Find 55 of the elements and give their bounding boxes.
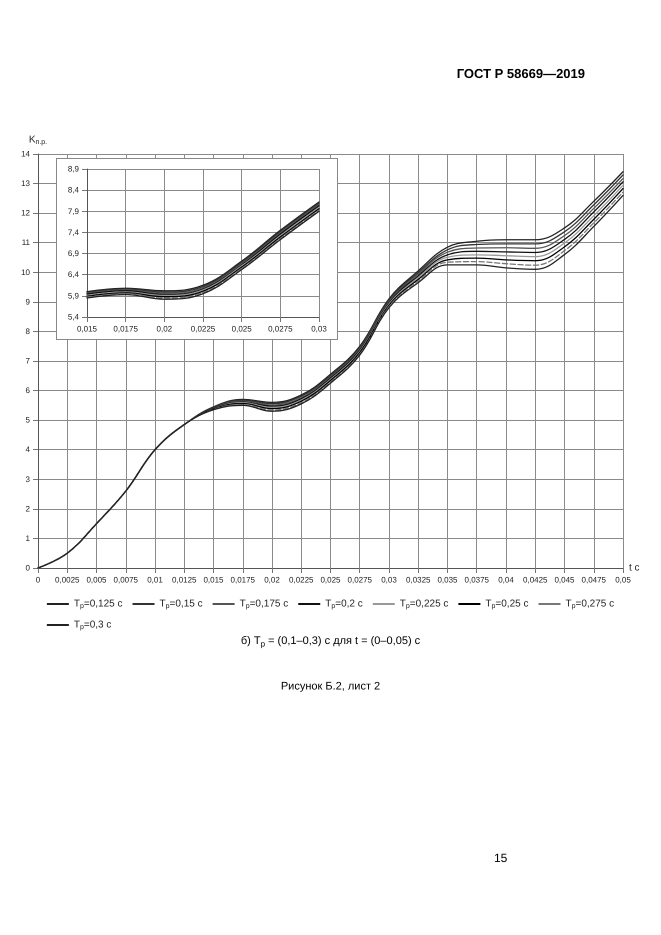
x-tick-label: 0,0375	[464, 576, 490, 584]
y-tick-label: 1	[26, 534, 31, 543]
text: Рисунок Б.2, лист 2	[280, 680, 380, 692]
y-tick-label: 5	[26, 416, 31, 425]
y-tick-label: 13	[21, 179, 31, 188]
x-tick-label: 0,015	[76, 324, 98, 334]
x-tick-label: 0,035	[437, 576, 458, 584]
x-tick-label: 0,0025	[55, 576, 80, 584]
x-tick-label: 0,025	[232, 324, 252, 334]
text: ГОСТ Р 58669—2019	[456, 66, 585, 81]
x-tick-label: 0,03	[381, 576, 398, 584]
y-tick-label: 6	[26, 386, 31, 396]
x-tick-label: 0,0075	[114, 576, 139, 584]
y-tick-label: 4	[26, 445, 31, 454]
x-tick-label: 0,0425	[523, 576, 548, 584]
y-tick-label: 5,4	[68, 312, 80, 322]
x-tick-label: 0,03	[311, 324, 328, 334]
text: 15	[494, 851, 508, 865]
x-tick-label: 0,02	[264, 576, 280, 584]
x-tick-label: 0,0275	[268, 324, 294, 334]
y-tick-label: 7,4	[68, 228, 80, 237]
x-tick-label: 0,025	[320, 576, 342, 584]
x-tick-label: 0,04	[498, 576, 514, 584]
x-tick-label: 0,0275	[348, 576, 373, 584]
x-tick-label: 0,0175	[113, 324, 138, 334]
y-tick-label: 6,9	[68, 249, 80, 258]
y-tick-label: 0	[26, 564, 31, 572]
x-tick-label: 0	[36, 576, 41, 584]
x-tick-label: 0,015	[203, 576, 224, 584]
x-tick-label: 0,02	[156, 324, 173, 334]
y-tick-label: 2	[26, 504, 31, 514]
x-tick-label: 0,0175	[230, 576, 256, 584]
x-tick-label: 0,01	[147, 576, 164, 584]
y-tick-label: 8,4	[68, 186, 80, 195]
y-tick-label: 8	[26, 326, 31, 336]
y-tick-label: 6,4	[68, 270, 80, 280]
x-tick-label: 0,0325	[406, 576, 432, 584]
y-tick-label: 3	[26, 474, 31, 484]
y-tick-label: 9	[26, 297, 31, 306]
y-tick-label: 10	[21, 268, 31, 277]
x-tick-label: 0,05	[615, 576, 632, 584]
y-tick-label: 11	[22, 238, 31, 248]
x-tick-label: 0,0125	[172, 576, 198, 584]
y-tick-label: 14	[21, 150, 31, 158]
x-tick-label: 0,045	[554, 576, 576, 584]
x-tick-label: 0,0475	[582, 576, 607, 584]
y-tick-label: 5,9	[68, 291, 80, 300]
y-tick-label: 7	[26, 356, 31, 366]
x-axis-title: t с	[629, 562, 640, 574]
y-tick-label: 8,9	[68, 164, 80, 174]
x-tick-label: 0,0225	[190, 324, 216, 334]
x-tick-label: 0,0225	[289, 576, 314, 584]
y-tick-label: 7,9	[68, 206, 80, 216]
y-tick-label: 12	[21, 208, 31, 218]
x-tick-label: 0,005	[86, 576, 108, 584]
